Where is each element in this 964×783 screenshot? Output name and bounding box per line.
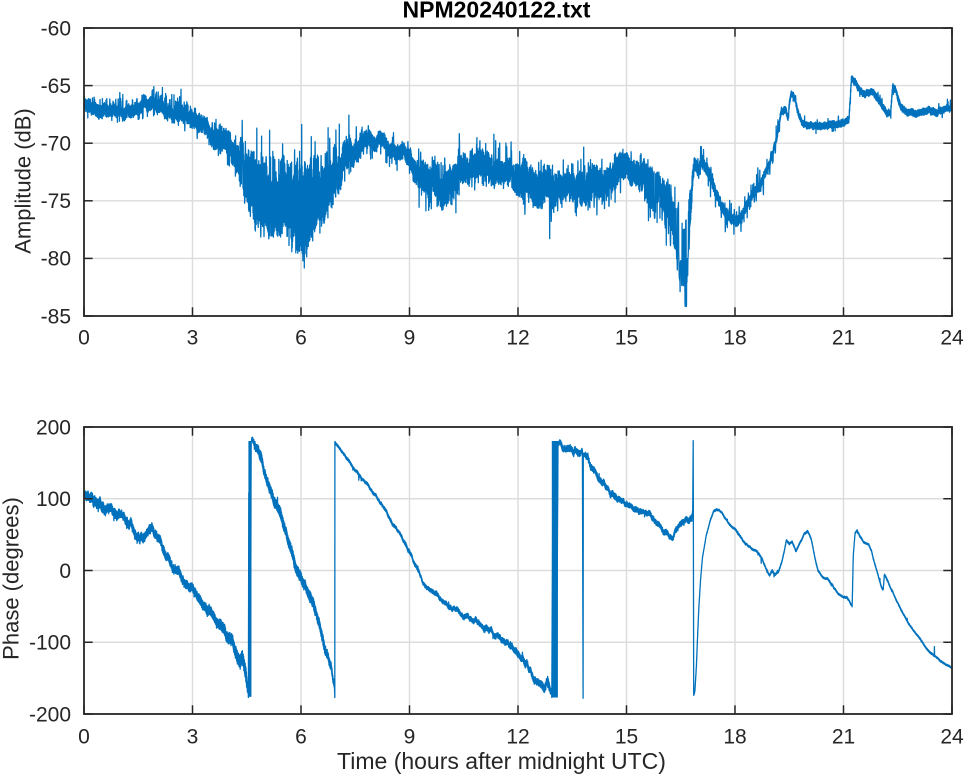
svg-text:Phase (degrees): Phase (degrees) xyxy=(0,497,24,660)
svg-text:21: 21 xyxy=(832,327,855,350)
svg-text:-100: -100 xyxy=(29,632,71,655)
svg-text:100: 100 xyxy=(36,488,71,511)
svg-text:18: 18 xyxy=(723,327,746,350)
svg-text:9: 9 xyxy=(404,327,416,350)
svg-text:15: 15 xyxy=(615,726,638,749)
svg-text:-85: -85 xyxy=(41,305,71,328)
svg-text:Time (hours after midnight UTC: Time (hours after midnight UTC) xyxy=(337,748,666,774)
svg-text:-80: -80 xyxy=(41,248,71,271)
svg-text:12: 12 xyxy=(506,327,529,350)
svg-text:6: 6 xyxy=(295,327,307,350)
svg-text:3: 3 xyxy=(187,327,199,350)
svg-text:Amplitude (dB): Amplitude (dB) xyxy=(11,108,36,254)
svg-text:18: 18 xyxy=(723,726,746,749)
svg-text:0: 0 xyxy=(78,726,90,749)
svg-text:24: 24 xyxy=(940,327,964,350)
svg-text:9: 9 xyxy=(404,726,416,749)
svg-text:21: 21 xyxy=(832,726,855,749)
svg-text:-70: -70 xyxy=(41,133,71,156)
svg-text:15: 15 xyxy=(615,327,638,350)
svg-text:NPM20240122.txt: NPM20240122.txt xyxy=(403,0,591,23)
svg-text:200: 200 xyxy=(36,416,71,439)
svg-text:3: 3 xyxy=(187,726,199,749)
svg-text:12: 12 xyxy=(506,726,529,749)
svg-text:24: 24 xyxy=(940,726,964,749)
svg-text:-200: -200 xyxy=(29,703,71,726)
svg-text:0: 0 xyxy=(59,560,71,583)
svg-text:6: 6 xyxy=(295,726,307,749)
svg-text:-60: -60 xyxy=(41,17,71,40)
svg-text:-65: -65 xyxy=(41,75,71,98)
svg-text:0: 0 xyxy=(78,327,90,350)
svg-text:-75: -75 xyxy=(41,190,71,213)
